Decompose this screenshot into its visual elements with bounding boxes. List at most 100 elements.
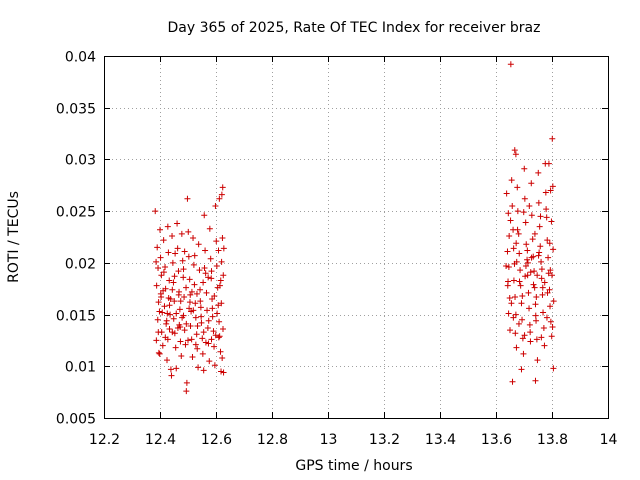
chart-title: Day 365 of 2025, Rate Of TEC Index for r…: [168, 20, 541, 36]
y-tick-label: 0.01: [65, 360, 96, 376]
data-point: [522, 273, 529, 280]
data-point: [214, 310, 221, 317]
data-point: [540, 325, 547, 332]
x-tick-label: 12.6: [201, 432, 232, 448]
data-point: [174, 220, 181, 227]
data-point: [509, 202, 516, 209]
data-point: [527, 269, 534, 276]
data-point: [171, 273, 178, 280]
data-point: [503, 262, 510, 269]
data-point: [209, 313, 216, 320]
data-point: [521, 195, 528, 202]
data-point: [159, 309, 166, 316]
data-point: [507, 217, 514, 224]
data-point: [216, 333, 223, 340]
x-tick-label: 13.2: [369, 432, 400, 448]
data-point: [153, 337, 160, 344]
x-tick-label: 13.6: [481, 432, 512, 448]
data-point: [158, 293, 165, 300]
data-point: [540, 309, 547, 316]
data-point: [504, 248, 511, 255]
data-point: [167, 296, 174, 303]
data-point: [523, 241, 530, 248]
data-point: [164, 357, 170, 364]
data-point: [524, 256, 531, 263]
data-point: [512, 330, 519, 337]
data-point: [197, 304, 204, 311]
data-point: [217, 277, 224, 284]
y-tick-label: 0.015: [56, 309, 96, 325]
data-point: [527, 329, 534, 336]
data-point: [165, 249, 172, 256]
data-point: [157, 254, 164, 261]
data-point: [525, 289, 532, 296]
data-point: [526, 202, 533, 209]
x-tick-label: 14: [600, 432, 618, 448]
data-point: [169, 329, 176, 336]
data-point: [169, 286, 176, 293]
data-point: [190, 261, 197, 268]
x-tick-labels: 12.2 12.4 12.6 12.8 13 13.2 13.4 13.6 13.8 14: [89, 432, 618, 448]
data-point: [546, 240, 553, 247]
data-point: [174, 245, 181, 252]
data-point: [198, 319, 205, 326]
data-point: [521, 165, 528, 172]
data-point: [205, 274, 212, 281]
data-point: [534, 357, 541, 364]
data-point: [195, 241, 202, 248]
data-point: [524, 259, 531, 266]
data-point: [548, 333, 555, 340]
data-point: [205, 340, 212, 347]
data-point: [162, 263, 169, 270]
data-point: [507, 327, 513, 334]
data-point: [200, 329, 207, 336]
y-tick-label: 0.035: [56, 102, 96, 118]
data-point: [169, 259, 176, 266]
data-point: [538, 275, 545, 282]
data-point: [183, 388, 190, 395]
data-point: [156, 308, 163, 315]
data-point: [154, 244, 161, 251]
data-point: [188, 336, 195, 343]
data-point: [183, 320, 190, 327]
data-point: [527, 338, 534, 345]
data-point: [208, 275, 215, 282]
data-point: [152, 208, 159, 215]
data-point: [524, 272, 531, 279]
data-point: [181, 248, 188, 255]
data-point: [218, 258, 225, 265]
data-point: [187, 291, 194, 298]
data-point: [216, 318, 223, 325]
data-point: [172, 344, 179, 351]
data-point: [158, 272, 165, 279]
data-point: [532, 312, 539, 319]
data-point: [219, 235, 226, 242]
data-point: [208, 268, 215, 275]
data-point: [209, 305, 216, 312]
data-point: [193, 290, 200, 297]
data-point: [201, 212, 208, 219]
data-point: [541, 279, 548, 286]
data-point: [155, 329, 162, 336]
x-tick-label: 13.4: [425, 432, 456, 448]
data-point: [217, 348, 224, 355]
data-point: [204, 307, 211, 314]
data-point: [218, 300, 225, 307]
data-point: [219, 355, 226, 362]
data-point: [505, 210, 512, 217]
data-point: [220, 245, 227, 252]
data-point: [538, 334, 545, 341]
data-point: [547, 187, 554, 194]
data-point: [196, 267, 203, 274]
data-point: [163, 320, 170, 327]
data-point: [533, 336, 540, 343]
data-point: [545, 270, 552, 277]
data-point: [538, 266, 545, 273]
data-point: [215, 302, 222, 309]
data-point: [505, 263, 512, 270]
data-point: [526, 305, 533, 312]
data-point: [163, 317, 170, 324]
data-point: [213, 238, 220, 245]
data-point: [177, 338, 184, 345]
data-point: [220, 369, 227, 376]
